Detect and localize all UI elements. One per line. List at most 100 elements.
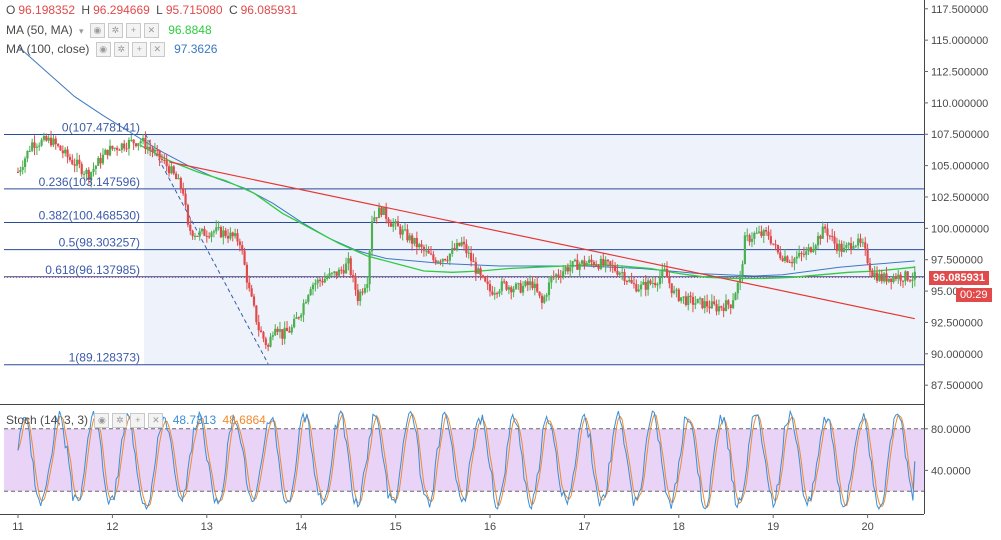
candle-body — [854, 245, 857, 247]
eye-icon[interactable]: ◉ — [94, 413, 110, 429]
settings-icon[interactable]: ✲ — [107, 23, 123, 39]
fib-anchor-line — [144, 134, 269, 365]
candle-body — [663, 268, 666, 270]
stoch-legend[interactable]: Stoch (14, 3, 3) ◉ ✲ + ✕ 48.7313 48.6864 — [6, 413, 269, 429]
candle-body — [717, 306, 721, 312]
candle-body — [552, 276, 555, 278]
candle-body — [864, 242, 867, 249]
candle-body — [73, 164, 76, 166]
candle-body — [170, 166, 173, 174]
candle-body — [510, 287, 513, 293]
candle-body — [731, 300, 735, 309]
candle-body — [276, 328, 279, 332]
price-tick-label: 110.000000 — [931, 98, 988, 110]
candle-body — [514, 283, 518, 289]
time-tick-label: 13 — [201, 521, 213, 533]
close-icon[interactable]: ✕ — [148, 413, 164, 429]
close-icon[interactable]: ✕ — [149, 42, 165, 58]
candle-body — [710, 301, 713, 309]
candle-body — [175, 173, 178, 180]
price-tick-label: 115.000000 — [931, 35, 988, 47]
candle-body — [628, 279, 631, 282]
fib-label: 1(89.128373) — [69, 351, 140, 365]
candle-body — [198, 231, 201, 237]
dropdown-icon[interactable]: ▾ — [79, 26, 84, 36]
candle-body — [153, 149, 156, 152]
eye-icon[interactable]: ◉ — [89, 23, 105, 39]
candle-body — [739, 275, 742, 283]
fib-label: 0.618(96.137985) — [45, 263, 140, 277]
time-tick-label: 19 — [767, 521, 779, 533]
candle-body — [344, 263, 348, 274]
candle-body — [658, 276, 662, 285]
candle-body — [189, 224, 192, 231]
fibonacci-labels: 0(107.478141) 0.236(103.147596) 0.382(100.… — [39, 121, 140, 365]
candle-body — [111, 145, 114, 149]
candle-body — [538, 291, 541, 296]
candle-body — [621, 272, 624, 274]
candle-body — [200, 228, 204, 232]
candle-body — [323, 278, 326, 283]
candle-body — [769, 236, 772, 244]
candle-body — [396, 221, 400, 227]
candle-body — [302, 303, 305, 315]
candle-body — [78, 159, 81, 165]
stochastic-pane — [4, 409, 924, 511]
candle-body — [59, 145, 62, 151]
candle-body — [352, 275, 355, 277]
candle-body — [687, 295, 690, 305]
candle-body — [562, 271, 565, 277]
candle-body — [498, 291, 501, 294]
settings-icon[interactable]: ✲ — [112, 413, 128, 429]
ma100-label: MA (100, close) — [6, 42, 90, 56]
candle-body — [309, 289, 312, 296]
close-label: C — [228, 3, 238, 17]
candle-body — [191, 230, 194, 237]
candle-body — [104, 149, 107, 155]
add-icon[interactable]: + — [125, 23, 141, 39]
candle-body — [149, 146, 152, 150]
settings-icon[interactable]: ✲ — [113, 42, 129, 58]
candle-body — [425, 250, 428, 252]
candle-body — [215, 227, 218, 232]
candle-body — [545, 295, 548, 297]
candle-body — [656, 284, 659, 286]
price-tick-label: 107.500000 — [931, 129, 989, 141]
candle-body — [788, 262, 791, 264]
candle-body — [439, 261, 442, 263]
eye-icon[interactable]: ◉ — [95, 42, 111, 58]
close-icon[interactable]: ✕ — [143, 23, 159, 39]
candle-body — [618, 272, 621, 275]
candle-body — [465, 244, 468, 254]
candle-body — [349, 258, 352, 276]
fib-label: 0.5(98.303257) — [59, 236, 140, 250]
candle-body — [300, 314, 303, 318]
candle-body — [101, 154, 105, 164]
candle-body — [507, 287, 510, 290]
time-tick-label: 17 — [578, 521, 590, 533]
ma100-legend[interactable]: MA (100, close) ◉ ✲ + ✕ 97.3626 — [6, 42, 220, 58]
candle-body — [234, 233, 237, 237]
candle-body — [314, 283, 317, 285]
candle-body — [406, 229, 409, 241]
add-icon[interactable]: + — [131, 42, 147, 58]
ma50-value: 96.8848 — [168, 23, 212, 37]
fib-label: 0(107.478141) — [62, 121, 140, 135]
candle-body — [116, 147, 119, 150]
candle-body — [772, 243, 775, 245]
candle-body — [373, 217, 376, 222]
ma50-legend[interactable]: MA (50, MA) ▾ ◉ ✲ + ✕ 96.8848 — [6, 23, 215, 39]
candle-body — [583, 260, 586, 266]
candle-body — [866, 248, 869, 264]
candle-body — [680, 297, 683, 301]
candle-body — [250, 288, 253, 297]
candle-body — [458, 242, 461, 246]
candle-body — [290, 327, 293, 333]
add-icon[interactable]: + — [130, 413, 146, 429]
candle-body — [878, 273, 881, 281]
candle-body — [781, 258, 784, 261]
candle-body — [451, 247, 454, 254]
candle-body — [444, 259, 447, 261]
candle-body — [66, 149, 69, 158]
candle-body — [536, 283, 539, 292]
